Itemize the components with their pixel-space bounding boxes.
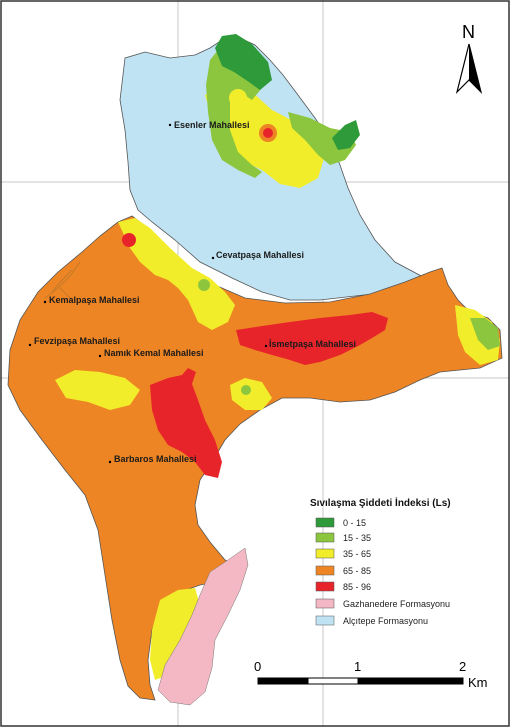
scale-tick-0: 0 xyxy=(254,659,261,674)
legend-label-alcitepe: Alçıtepe Formasyonu xyxy=(343,616,428,626)
place-label-fevzipasa: Fevzipaşa Mahallesi xyxy=(34,336,120,346)
legend-swatch-0-15 xyxy=(315,517,335,528)
legend: Sıvılaşma Şiddeti İndeksi (Ls) 0 - 15 15… xyxy=(310,496,451,626)
legend-label-15-35: 15 - 35 xyxy=(343,533,371,543)
namik-kemal-point-icon xyxy=(98,354,102,358)
zone-85-96-barbaros xyxy=(150,368,222,478)
scale-tick-1: 1 xyxy=(354,659,361,674)
zone-65-85-main xyxy=(7,215,503,701)
ismetpasa-point-icon xyxy=(264,344,268,348)
zone-35-65-spot xyxy=(229,89,247,107)
fevzipasa-point-icon xyxy=(28,343,32,347)
scale-unit: Km xyxy=(468,675,488,690)
harbor-lines xyxy=(44,261,81,301)
place-label-barbaros: Barbaros Mahallesi xyxy=(114,454,197,464)
scale-bar: 0 1 2 Km xyxy=(254,659,488,690)
scale-bar-segment-1 xyxy=(257,677,309,685)
place-label-cevatpasa: Cevatpaşa Mahallesi xyxy=(216,250,304,260)
cevatpasa-point-icon xyxy=(211,256,215,260)
esenler-point-icon xyxy=(168,123,172,127)
gazhanedere-formation-area xyxy=(157,547,249,706)
legend-swatch-65-85 xyxy=(315,565,335,576)
zone-15-35-east-tip xyxy=(470,318,500,350)
legend-label-65-85: 65 - 85 xyxy=(343,566,371,576)
legend-label-gazhanedere: Gazhanedere Formasyonu xyxy=(343,599,450,609)
zone-35-65-south xyxy=(150,588,200,680)
legend-swatch-35-65 xyxy=(315,548,335,559)
zone-85-96-core-north xyxy=(263,128,273,138)
scale-bar-segment-2 xyxy=(307,677,359,685)
zone-85-96-ismetpasa xyxy=(236,312,388,365)
kemalpasa-point-icon xyxy=(43,300,47,304)
scale-bar-segment-3 xyxy=(357,677,464,685)
legend-swatch-15-35 xyxy=(315,532,335,543)
scale-tick-2: 2 xyxy=(459,659,466,674)
north-arrow: N xyxy=(455,22,483,94)
legend-label-35-65: 35 - 65 xyxy=(343,549,371,559)
legend-swatch-gazhanedere xyxy=(315,598,335,609)
barbaros-point-icon xyxy=(108,460,112,464)
place-label-esenler: Esenler Mahallesi xyxy=(174,120,250,130)
zone-35-65-center xyxy=(230,378,272,410)
zone-35-65-west xyxy=(55,370,140,410)
north-arrow-label: N xyxy=(462,22,475,42)
legend-label-85-96: 85 - 96 xyxy=(343,582,371,592)
legend-label-0-15: 0 - 15 xyxy=(343,518,366,528)
zone-0-15-north xyxy=(215,34,272,90)
zone-0-15-east xyxy=(332,120,360,150)
place-label-ismetpasa: İsmetpaşa Mahallesi xyxy=(269,339,356,349)
zone-15-35-east xyxy=(288,112,356,165)
legend-title: Sıvılaşma Şiddeti İndeksi (Ls) xyxy=(310,496,451,509)
place-label-namik-kemal: Namık Kemal Mahallesi xyxy=(104,348,204,358)
place-label-kemalpasa: Kemalpaşa Mahallesi xyxy=(49,295,140,305)
north-arrow-shade xyxy=(469,44,481,92)
place-labels: Esenler Mahallesi Cevatpaşa Mahallesi Ke… xyxy=(28,120,356,464)
legend-swatch-85-96 xyxy=(315,581,335,592)
zone-35-65-northwest xyxy=(118,218,235,330)
zone-15-35-spot-b xyxy=(241,385,251,395)
zone-15-35-spot-a xyxy=(198,279,210,291)
zone-85-96-spot-west xyxy=(122,233,136,247)
legend-swatch-alcitepe xyxy=(315,615,335,626)
